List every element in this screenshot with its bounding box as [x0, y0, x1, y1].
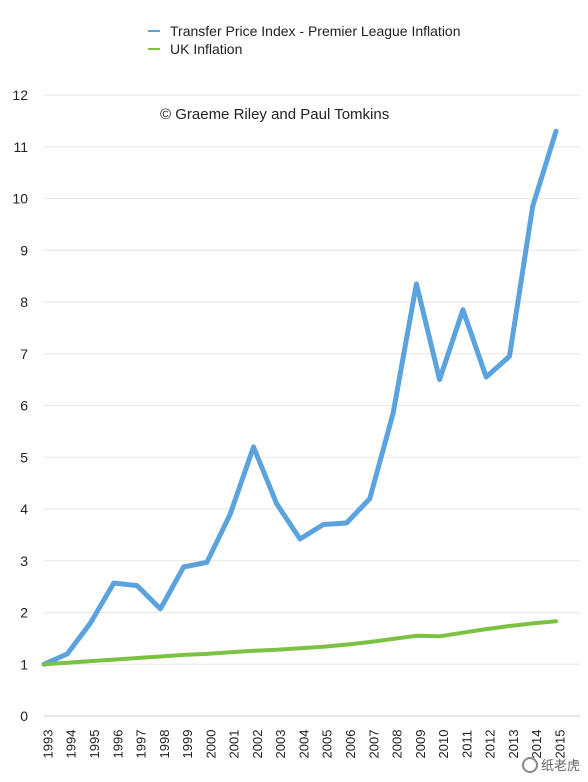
x-tick-label: 2009	[413, 730, 428, 759]
x-tick-label: 1993	[40, 730, 55, 759]
y-tick-label: 4	[20, 501, 28, 517]
y-tick-label: 3	[20, 553, 28, 569]
y-tick-label: 8	[20, 294, 28, 310]
x-tick-label: 1998	[157, 730, 172, 759]
series-line-transfer-price-index	[41, 128, 559, 667]
x-tick-label: 1995	[87, 730, 102, 759]
x-axis: 1993 1994 1995 1996 1997 1998 1999 2000 2001 2002…	[40, 730, 567, 759]
x-tick-label: 2003	[273, 730, 288, 759]
legend: Transfer Price Index - Premier League In…	[148, 22, 461, 58]
x-tick-label: 2006	[343, 730, 358, 759]
y-tick-label: 6	[20, 398, 28, 414]
x-tick-label: 2012	[483, 730, 498, 759]
series-line-uk-inflation	[42, 619, 558, 667]
legend-entry-uk-inflation: UK Inflation	[148, 40, 461, 58]
y-tick-label: 9	[20, 242, 28, 258]
x-tick-label: 2007	[366, 730, 381, 759]
wechat-icon	[521, 756, 538, 773]
copyright-annotation: © Graeme Riley and Paul Tomkins	[160, 106, 390, 123]
x-tick-label: 2004	[296, 730, 311, 759]
y-tick-label: 2	[20, 605, 28, 621]
legend-swatch-blue	[148, 30, 160, 32]
x-tick-label: 1996	[110, 730, 125, 759]
x-tick-label: 2011	[459, 730, 474, 758]
x-tick-label: 2001	[227, 730, 242, 759]
gridlines	[44, 94, 580, 717]
legend-entry-transfer-price-index: Transfer Price Index - Premier League In…	[148, 22, 461, 40]
x-tick-label: 2000	[203, 730, 218, 759]
y-tick-label: 12	[12, 87, 28, 103]
x-tick-label: 2010	[436, 730, 451, 759]
x-tick-label: 1994	[64, 730, 79, 759]
x-tick-label: 2008	[390, 730, 405, 759]
legend-label: UK Inflation	[170, 41, 243, 57]
y-tick-label: 7	[20, 346, 28, 362]
series-lines	[41, 128, 559, 667]
y-tick-label: 0	[20, 708, 28, 724]
x-tick-label: 1997	[134, 730, 149, 759]
x-tick-label: 2005	[320, 730, 335, 759]
watermark-text: 纸老虎	[540, 758, 580, 773]
x-tick-label: 2014	[529, 730, 544, 759]
x-tick-label: 2013	[506, 730, 521, 759]
y-tick-label: 1	[20, 656, 28, 672]
y-tick-label: 5	[20, 449, 28, 465]
x-tick-label: 2002	[250, 730, 265, 759]
legend-swatch-green	[148, 48, 160, 50]
y-tick-label: 10	[12, 191, 28, 207]
x-tick-label: 2015	[552, 730, 567, 759]
y-tick-label: 11	[13, 139, 28, 155]
x-tick-label: 1999	[180, 730, 195, 759]
watermark: 纸老虎	[521, 755, 580, 774]
legend-label: Transfer Price Index - Premier League In…	[170, 23, 461, 39]
